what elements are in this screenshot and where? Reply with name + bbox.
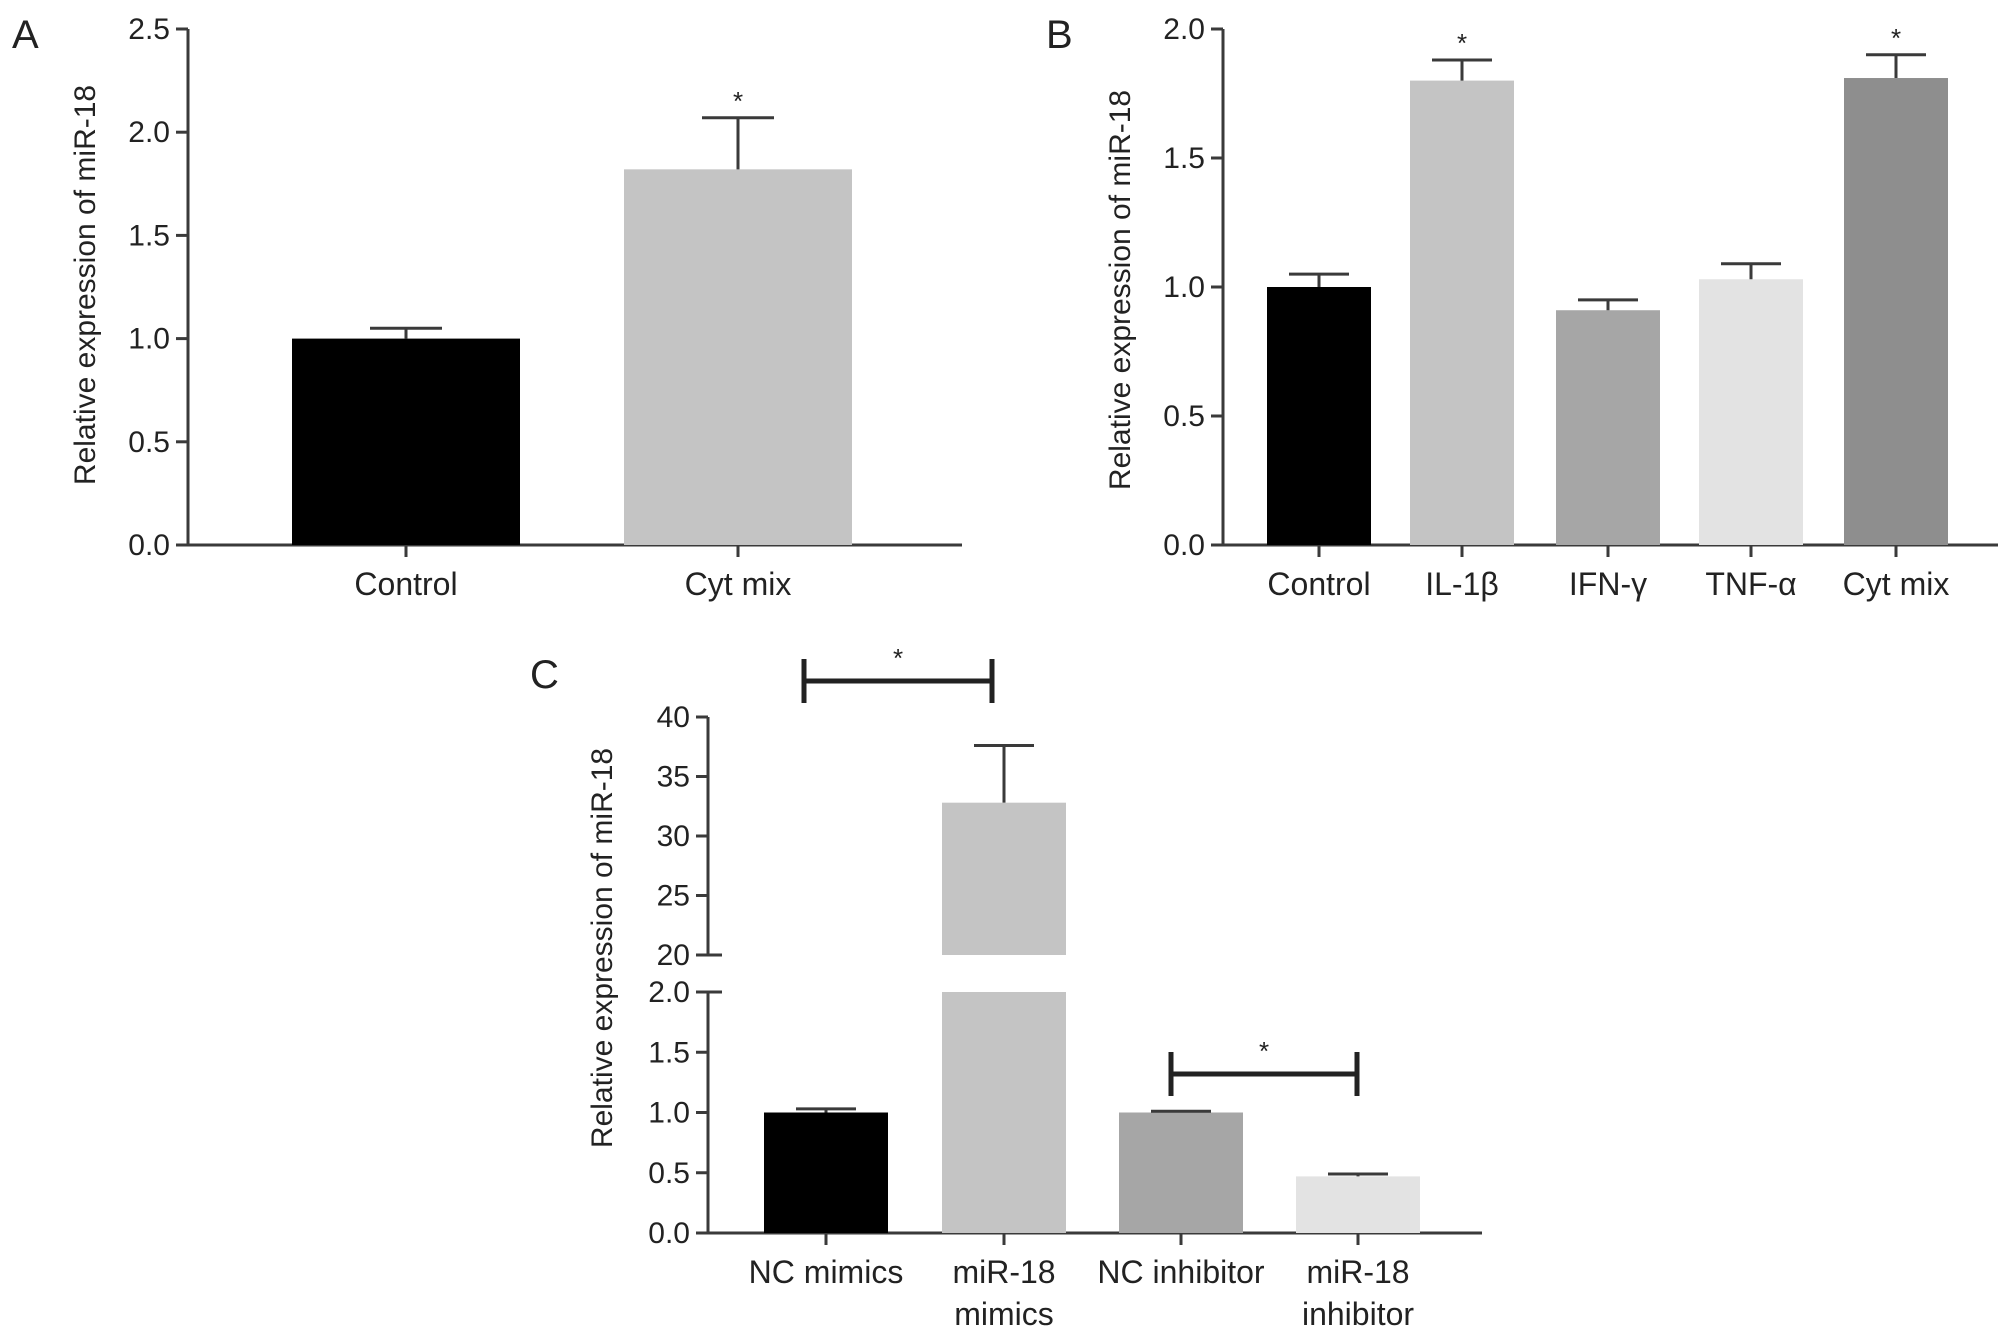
panel-a-y-tick-label: 1.0 [128,323,170,356]
panel-a-letter: A [12,13,39,57]
panel-a-bar [624,169,852,546]
panel-a-category-label: Control [354,566,457,602]
panel-c-bar-upper-segment [942,802,1066,955]
panel-c-category-label: miR-18 [952,1254,1055,1290]
panel-b-category-label: Control [1267,566,1370,602]
panel-b-category-label: IFN-γ [1569,566,1647,602]
panel-c-error-bar [1151,1109,1211,1113]
panel-a-y-axis-label: Relative expression of miR-18 [69,85,102,485]
panel-c-error-bar [1328,1172,1388,1177]
panel-b-letter: B [1046,13,1073,57]
panel-c-lower-y-tick-label: 2.0 [648,976,690,1009]
panel-c-significance-star: * [893,643,903,673]
panel-c-category-label: miR-18 [1306,1254,1409,1290]
panel-c-category-label: NC inhibitor [1097,1254,1265,1290]
panel-c-bar-lower-segment [942,992,1066,1233]
panel-b-error-bar [1721,262,1781,280]
panel-b-y-tick-label: 0.5 [1163,400,1205,433]
panel-c-significance-bracket [801,659,995,703]
panel-a-y-tick-label: 0.0 [128,529,170,562]
panel-a-chart: A Relative expression of miR-18 0.0 0.5 1.… [12,13,962,602]
panel-b-error-bar [1866,53,1926,79]
panel-c-category-label: NC mimics [749,1254,904,1290]
panel-b-y-tick-label: 0.0 [1163,529,1205,562]
panel-b-bar [1410,80,1514,545]
panel-c-upper-y-tick-label: 25 [657,880,690,913]
panel-a-y-tick-label: 2.5 [128,13,170,46]
panel-c-error-bar [974,744,1034,803]
panel-b-error-bar [1578,298,1638,311]
panel-c-upper-y-tick-label: 30 [657,820,690,853]
panel-a-y-tick-label: 2.0 [128,116,170,149]
panel-c-lower-y-tick-label: 1.5 [648,1036,690,1069]
panel-c-lower-y-tick-label: 0.0 [648,1217,690,1250]
panel-b-y-axis-label: Relative expression of miR-18 [1104,90,1137,490]
panel-b-category-label: TNF-α [1705,566,1796,602]
panel-c-bar [764,1112,888,1233]
panel-c-category-label: inhibitor [1302,1296,1414,1332]
panel-b-y-tick-label: 1.5 [1163,142,1205,175]
panel-b-category-label: IL-1β [1425,566,1499,602]
panel-c-lower-y-tick-label: 1.0 [648,1097,690,1130]
panel-b-category-label: Cyt mix [1843,566,1950,602]
panel-c-chart: C Relative expression of miR-18 0.0 0.5 1.… [530,643,1482,1332]
panel-c-bar [1119,1112,1243,1233]
panel-b-significance-star: * [1457,28,1467,58]
panel-c-significance-bracket [1168,1052,1360,1096]
panel-b-chart: B Relative expression of miR-18 0.0 0.5 1.… [1046,13,1998,602]
panel-b-error-bar [1289,272,1349,287]
panel-b-y-tick-label: 2.0 [1163,13,1205,46]
panel-b-bar [1844,78,1948,546]
panel-a-significance-star: * [733,86,743,116]
panel-c-upper-y-tick-label: 40 [657,701,690,734]
panel-c-letter: C [530,653,559,697]
panel-c-lower-y-tick-label: 0.5 [648,1157,690,1190]
panel-b-y-tick-label: 1.0 [1163,271,1205,304]
panel-b-bar [1267,287,1371,545]
panel-a-category-label: Cyt mix [685,566,792,602]
panel-a-error-bar [370,326,442,339]
panel-b-bar [1699,279,1803,545]
panel-c-upper-y-tick-label: 20 [657,939,690,972]
panel-c-category-label: mimics [954,1296,1054,1332]
panel-a-error-bar [702,116,774,170]
panel-b-significance-star: * [1891,23,1901,53]
panel-c-significance-star: * [1259,1036,1269,1066]
panel-c-bar [1296,1176,1420,1233]
panel-c-y-axis-label: Relative expression of miR-18 [586,748,619,1148]
panel-b-bar [1556,310,1660,545]
panel-b-error-bar [1432,58,1492,81]
panel-a-y-tick-label: 0.5 [128,426,170,459]
panel-a-bar [292,338,520,545]
panel-c-upper-y-tick-label: 35 [657,761,690,794]
panel-a-y-tick-label: 1.5 [128,219,170,252]
panel-c-error-bar [796,1107,856,1113]
